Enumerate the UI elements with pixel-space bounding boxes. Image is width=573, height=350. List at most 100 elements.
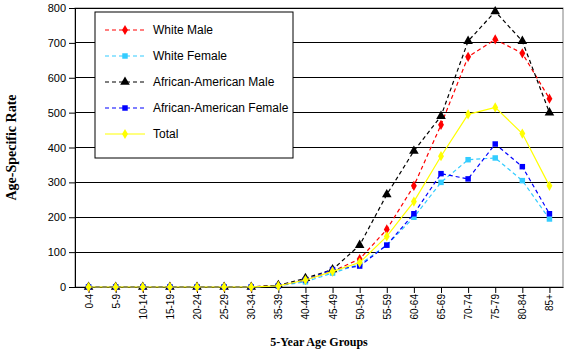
legend-marker: [120, 76, 130, 84]
series-marker: [465, 52, 471, 62]
y-tick-label: 0: [60, 281, 66, 293]
y-tick: 700: [48, 37, 75, 49]
grid-line: [75, 8, 563, 9]
legend-label: African-American Male: [153, 75, 275, 89]
series-marker: [330, 266, 336, 276]
series-marker: [384, 242, 389, 247]
y-tick: 300: [48, 176, 75, 188]
legend-entry: White Male: [105, 23, 213, 37]
legend-marker: [122, 105, 127, 110]
y-tick-mark: [69, 113, 75, 114]
series-marker: [492, 102, 498, 112]
series-marker: [519, 128, 525, 138]
y-tick-mark: [69, 182, 75, 183]
series-marker: [113, 282, 119, 292]
series-marker: [357, 257, 363, 267]
x-tick-mark: [360, 287, 361, 293]
series-marker: [167, 282, 173, 292]
x-tick: 50-54: [355, 287, 366, 320]
x-tick-mark: [414, 287, 415, 293]
x-tick-mark: [549, 287, 550, 293]
series-marker: [86, 282, 92, 292]
series-marker: [545, 107, 555, 115]
series-marker: [409, 145, 419, 153]
x-tick-label: 25-29: [219, 294, 230, 320]
y-tick-label: 800: [48, 2, 66, 14]
x-tick-label: 40-44: [300, 294, 311, 320]
series-marker: [438, 151, 444, 161]
y-tick-label: 400: [48, 142, 66, 154]
y-tick-mark: [69, 217, 75, 218]
series-marker: [547, 216, 552, 221]
series-marker: [438, 180, 443, 185]
series-marker: [221, 282, 227, 292]
x-tick-mark: [441, 287, 442, 293]
legend-marker: [122, 25, 128, 35]
legend-label: White Female: [153, 49, 227, 63]
series-marker: [167, 282, 173, 292]
y-axis-title: Age-Specific Rate: [4, 94, 19, 200]
x-tick-label: 5-9: [111, 294, 122, 309]
y-tick: 400: [48, 142, 75, 154]
grid: [75, 8, 563, 287]
series-marker: [547, 94, 553, 104]
legend-label: White Male: [153, 23, 213, 37]
x-tick-label: 35-39: [273, 294, 284, 320]
x-tick-label: 70-74: [463, 294, 474, 320]
y-tick-mark: [69, 78, 75, 79]
x-tick: 85+: [544, 287, 555, 311]
x-tick-label: 45-49: [328, 294, 339, 320]
series-marker: [465, 109, 471, 119]
x-tick: 45-49: [328, 287, 339, 320]
y-tick-mark: [69, 287, 75, 288]
plot-area: 01002003004005006007008000-45-910-1415-1…: [48, 2, 564, 320]
y-tick-label: 300: [48, 176, 66, 188]
legend-entry: Total: [105, 127, 178, 141]
x-tick-label: 30-34: [246, 294, 257, 320]
x-tick: 80-84: [517, 287, 528, 320]
y-tick-label: 500: [48, 107, 66, 119]
legend-box: [95, 12, 293, 158]
series-marker: [411, 181, 417, 191]
y-tick-mark: [69, 43, 75, 44]
y-tick: 800: [48, 2, 75, 14]
series-marker: [140, 282, 146, 292]
series-marker: [519, 48, 525, 58]
series-group: [84, 6, 555, 292]
legend-entry: African-American Male: [105, 75, 275, 89]
series-marker: [355, 240, 365, 248]
series-marker: [436, 111, 446, 119]
x-tick-label: 55-59: [382, 294, 393, 320]
series-marker: [194, 282, 200, 292]
x-tick-label: 85+: [544, 294, 555, 311]
series-marker: [438, 171, 443, 176]
x-tick: 70-74: [463, 287, 474, 320]
x-axis: 0-45-910-1415-1920-2425-2930-3435-3940-4…: [76, 287, 564, 320]
legend-label: African-American Female: [153, 101, 289, 115]
series-line: [89, 39, 550, 287]
y-tick: 500: [48, 107, 75, 119]
x-tick: 40-44: [300, 287, 311, 320]
x-tick-mark: [333, 287, 334, 293]
series-marker: [518, 36, 528, 44]
series-marker: [411, 211, 416, 216]
y-tick-label: 700: [48, 37, 66, 49]
y-tick-label: 200: [48, 211, 66, 223]
x-tick: 20-24: [192, 287, 203, 320]
series-marker: [490, 6, 500, 14]
series-marker: [275, 281, 281, 291]
x-tick: 65-69: [436, 287, 447, 320]
series-marker: [382, 189, 392, 197]
series-marker: [492, 141, 497, 146]
y-tick: 100: [48, 246, 75, 258]
series-marker: [248, 282, 254, 292]
series-marker: [520, 164, 525, 169]
series-marker: [303, 275, 309, 285]
x-tick-mark: [468, 287, 469, 293]
y-axis-line: [75, 9, 76, 288]
x-tick: 75-79: [490, 287, 501, 320]
x-tick-label: 80-84: [517, 294, 528, 320]
series-marker: [275, 280, 281, 290]
y-tick-mark: [69, 252, 75, 253]
x-tick-mark: [305, 287, 306, 293]
